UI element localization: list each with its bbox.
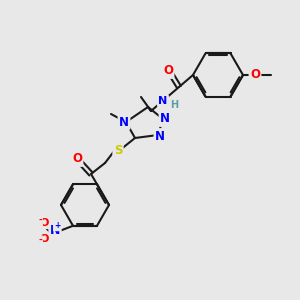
Text: +: + [54, 221, 60, 230]
Text: N: N [119, 116, 129, 128]
Text: N: N [160, 112, 170, 125]
Text: H: H [170, 100, 178, 110]
Text: N: N [158, 96, 168, 106]
Text: O: O [39, 234, 49, 244]
Text: O: O [39, 218, 49, 228]
Text: -: - [38, 236, 42, 245]
Text: O: O [72, 152, 82, 166]
Text: S: S [114, 143, 122, 157]
Text: -: - [38, 216, 42, 225]
Text: O: O [163, 64, 173, 77]
Text: O: O [250, 68, 260, 82]
Text: N: N [155, 130, 165, 142]
Text: N: N [50, 224, 60, 237]
